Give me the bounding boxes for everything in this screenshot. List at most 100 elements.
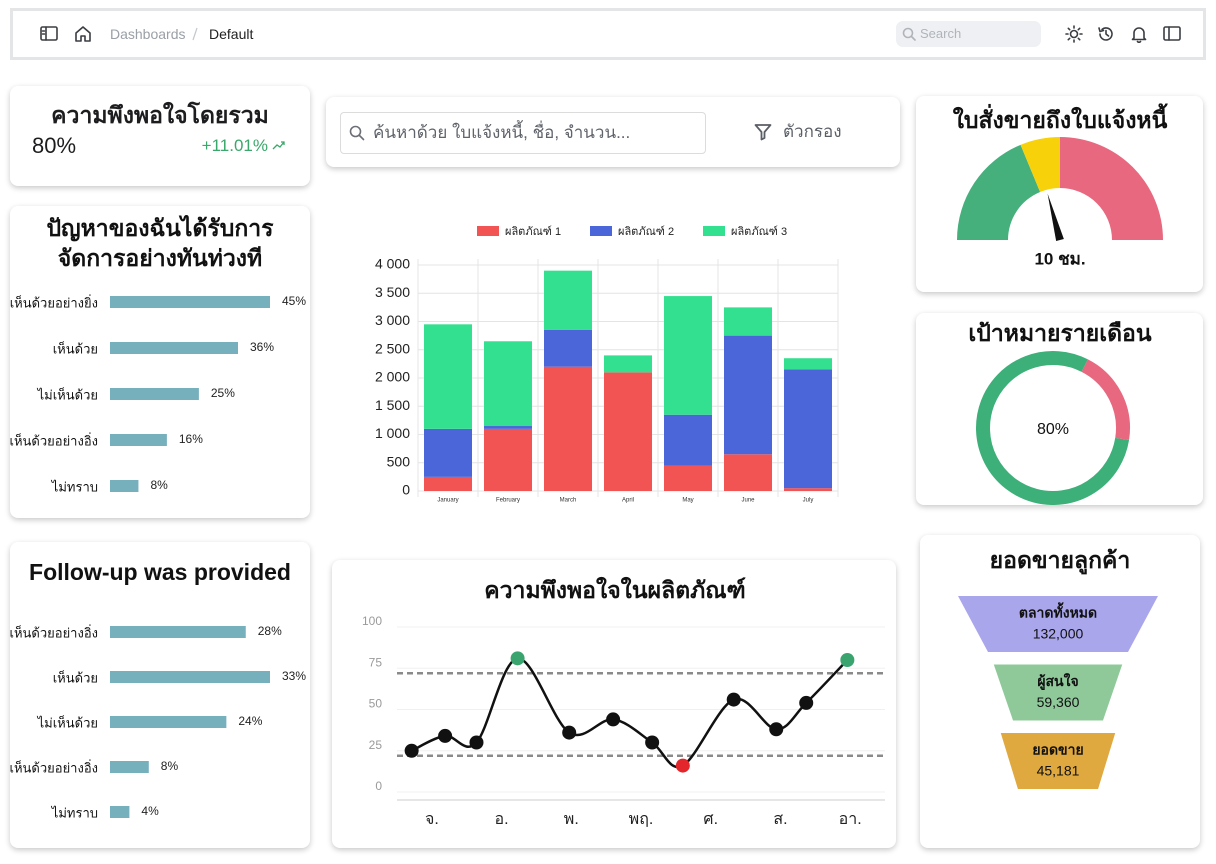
bar	[110, 434, 167, 446]
bar-segment	[544, 329, 592, 367]
product-stacked-bar-chart: 0 500 1 000 1 500 2 000 2 500 3 000 3 500 4 000 ผ…	[375, 225, 839, 504]
top-bar: Dashboards Default Search	[10, 8, 1206, 60]
x-tick-label: June	[741, 498, 755, 504]
x-tick-label: จ.	[425, 811, 439, 828]
value-label: 25%	[211, 386, 235, 400]
agreement-bar-chart: ปัญหาของฉันได้รับการจัดการอย่างทันท่วงที…	[10, 214, 306, 494]
filter-icon	[754, 124, 772, 141]
data-point	[469, 735, 484, 750]
legend-swatch	[703, 226, 725, 236]
chart-title: เป้าหมายรายเดือน	[968, 320, 1151, 346]
funnel-stage	[1000, 733, 1116, 789]
value-label: 4%	[141, 804, 159, 818]
bar-segment	[724, 335, 772, 455]
chart-title: Follow-up was provided	[29, 559, 291, 585]
category-label: เห็นด้วยอย่างยิ่ง	[10, 293, 98, 310]
bar-segment	[604, 372, 652, 491]
search-icon	[349, 125, 365, 141]
breadcrumb-separator	[192, 27, 198, 41]
bar-segment	[604, 355, 652, 373]
bar-segment	[784, 369, 832, 489]
bar	[110, 342, 238, 354]
legend-swatch	[590, 226, 612, 236]
data-point	[726, 692, 741, 707]
funnel-stage	[993, 664, 1123, 721]
data-point	[438, 728, 453, 743]
bar-segment	[664, 296, 712, 415]
gauge-card: ใบสั่งขายถึงใบแจ้งหนี้ 10 ชม.	[916, 96, 1203, 292]
breadcrumb-link[interactable]: Dashboards	[110, 26, 186, 42]
legend-label: ผลิตภัณฑ์ 1	[505, 225, 561, 238]
x-tick-label: พฤ.	[629, 811, 654, 828]
category-label: ไม่เห็นด้วย	[37, 713, 98, 730]
monthly-target-card: เป้าหมายรายเดือน 80%	[916, 313, 1203, 505]
stage-value: 132,000	[1033, 626, 1084, 642]
y-tick-label: 3 000	[375, 312, 410, 328]
theme-toggle-icon[interactable]	[1065, 25, 1083, 43]
sidebar-toggle-icon[interactable]	[40, 26, 58, 42]
search-card: ค้นหาด้วย ใบแจ้งหนี้, ชื่อ, จำนวน... ตัว…	[326, 97, 900, 167]
x-tick-label: อ.	[495, 811, 509, 828]
value-label: 36%	[250, 340, 274, 354]
category-label: ไม่ทราบ	[51, 805, 98, 820]
donut-remainder-arc	[1081, 359, 1130, 441]
gauge-value-label: 10 ชม.	[1034, 249, 1085, 268]
trend-up-icon	[272, 141, 285, 150]
x-tick-label: January	[437, 498, 458, 504]
search-box[interactable]: Search	[896, 21, 1041, 47]
data-point	[404, 743, 419, 758]
customer-sales-card: ยอดขายลูกค้า ตลาดทั้งหมด 132,000 ผู้สนใจ 59,…	[920, 535, 1200, 848]
bar-segment	[724, 307, 772, 336]
kpi-change: +11.01%	[201, 136, 268, 155]
y-tick-label: 1 000	[375, 425, 410, 441]
x-tick-label: พ.	[564, 811, 579, 828]
kpi-card: ความพึงพอใจโดยรวม 80% +11.01%	[10, 86, 310, 186]
value-label: 45%	[282, 294, 306, 308]
y-tick-label: 2 500	[375, 340, 410, 356]
gauge-chart: ใบสั่งขายถึงใบแจ้งหนี้ 10 ชม.	[953, 103, 1169, 268]
home-icon[interactable]	[74, 25, 92, 43]
value-label: 33%	[282, 669, 306, 683]
value-label: 24%	[238, 714, 262, 728]
bar	[110, 671, 270, 683]
panel-toggle-icon[interactable]	[1163, 26, 1181, 42]
breadcrumb-current: Default	[209, 26, 254, 42]
bar-segment	[484, 341, 532, 427]
y-tick-label: 1 500	[375, 397, 410, 413]
stage-value: 59,360	[1037, 694, 1080, 710]
data-point	[606, 712, 621, 727]
y-tick-label: 0	[375, 779, 382, 793]
y-tick-label: 25	[369, 738, 383, 752]
y-tick-label: 2 000	[375, 369, 410, 385]
bar	[110, 716, 227, 728]
y-tick-label: 100	[362, 614, 382, 628]
invoice-search-input[interactable]: ค้นหาด้วย ใบแจ้งหนี้, ชื่อ, จำนวน...	[340, 112, 706, 154]
bar-segment	[484, 426, 532, 429]
filter-label: ตัวกรอง	[783, 122, 842, 141]
history-icon[interactable]	[1097, 25, 1115, 43]
funnel-stage	[958, 596, 1158, 652]
filter-button[interactable]: ตัวกรอง	[754, 117, 874, 147]
data-point	[510, 651, 525, 666]
bar	[110, 388, 199, 400]
gauge-band	[957, 144, 1041, 240]
bar-segment	[424, 324, 472, 429]
bar-segment	[544, 366, 592, 491]
data-point	[840, 653, 855, 667]
bar-segment	[544, 270, 592, 330]
x-tick-label: ศ.	[703, 811, 718, 828]
y-tick-label: 500	[387, 453, 411, 469]
x-tick-label: April	[622, 498, 634, 504]
bar-segment	[424, 476, 472, 491]
data-point	[769, 722, 784, 737]
category-label: เห็นด้วยอย่างอิ่ง	[10, 758, 98, 775]
stage-label: ยอดขาย	[1032, 742, 1083, 758]
notifications-icon[interactable]	[1130, 25, 1148, 43]
data-point	[645, 735, 660, 750]
category-label: ไม่เห็นด้วย	[37, 385, 98, 402]
bar	[110, 480, 139, 492]
chart-title: จัดการอย่างทันท่วงที	[58, 245, 262, 271]
x-tick-label: July	[803, 498, 814, 504]
